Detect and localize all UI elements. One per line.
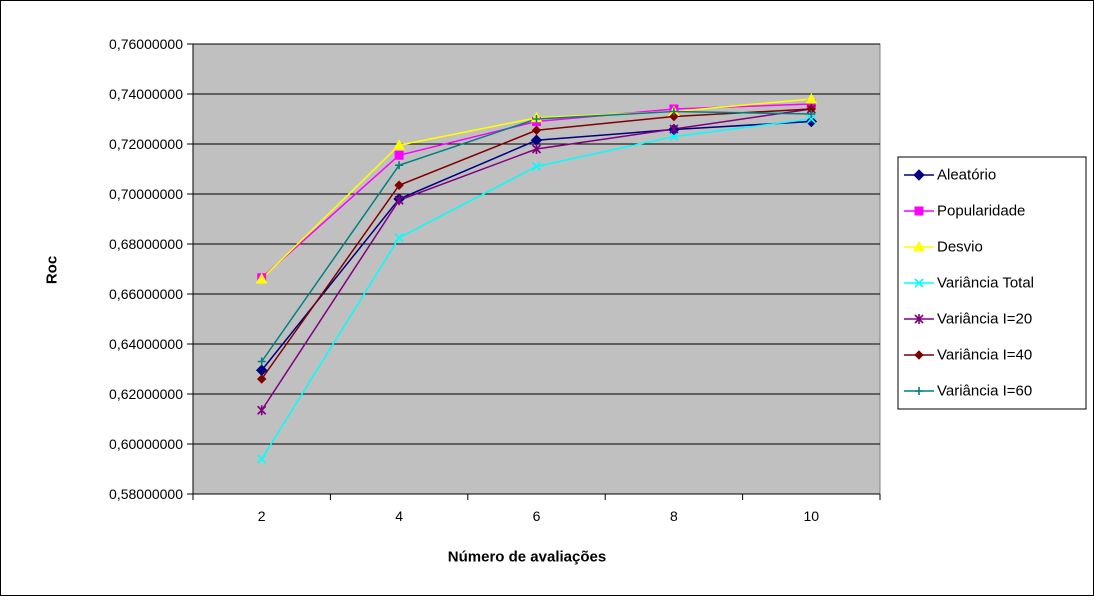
legend-swatch-marker	[913, 240, 925, 252]
y-axis-tick-labels: 0,58000000 0,60000000 0,62000000 0,64000000…	[109, 36, 183, 502]
legend-item-label: Variância I=60	[937, 383, 1032, 400]
legend-item-label: Variância I=40	[937, 347, 1032, 364]
axes	[192, 44, 881, 500]
data-point-marker	[531, 161, 542, 172]
x-tick-label: 10	[804, 508, 820, 524]
data-point-marker	[257, 405, 267, 416]
data-point-marker	[395, 161, 404, 170]
data-point-marker	[255, 272, 268, 284]
x-axis-tick-labels: 2 4 6 8 10	[258, 508, 819, 524]
series-markers	[255, 92, 818, 464]
y-tick-label: 0,76000000	[109, 36, 183, 52]
data-point-marker	[394, 195, 404, 206]
x-axis-title: Número de avaliações	[448, 549, 606, 566]
y-tick-label: 0,72000000	[109, 136, 183, 152]
data-point-marker	[669, 124, 679, 134]
legend-item-label: Popularidade	[937, 203, 1025, 220]
data-point-marker	[256, 374, 267, 384]
data-point-marker	[805, 92, 818, 104]
data-point-marker	[805, 115, 818, 128]
data-point-marker	[531, 125, 542, 135]
y-axis-title: Roc	[44, 256, 61, 284]
data-point-marker	[394, 150, 404, 160]
x-tick-label: 8	[670, 508, 678, 524]
y-tick-label: 0,74000000	[109, 86, 183, 102]
data-point-marker	[531, 144, 542, 154]
y-tick-label: 0,58000000	[109, 486, 183, 502]
data-point-marker	[807, 110, 816, 118]
legend-swatch-marker	[914, 350, 924, 360]
legend-swatch-marker	[915, 387, 923, 395]
y-tick-label: 0,60000000	[109, 436, 183, 452]
data-point-marker	[669, 107, 678, 116]
data-point-marker	[257, 357, 266, 366]
y-tick-label: 0,66000000	[109, 286, 183, 302]
data-point-marker	[669, 131, 679, 142]
y-tick-label: 0,70000000	[109, 186, 183, 202]
legend-swatch-marker	[913, 169, 925, 181]
y-tick-label: 0,62000000	[109, 386, 183, 402]
legend-swatch-marker	[914, 278, 924, 288]
legend-item-label: Variância Total	[937, 275, 1034, 292]
data-point-marker	[532, 115, 541, 123]
y-tick-label: 0,68000000	[109, 236, 183, 252]
legend-swatch-marker	[914, 314, 924, 324]
data-point-marker	[394, 233, 404, 243]
x-tick-label: 6	[533, 508, 541, 524]
data-point-marker	[393, 139, 405, 150]
x-tick-label: 4	[395, 508, 403, 524]
legend-swatch-marker	[914, 206, 924, 216]
legend-item-label: Desvio	[937, 239, 983, 256]
data-point-marker	[394, 180, 404, 190]
x-tick-label: 2	[258, 508, 266, 524]
data-point-marker	[669, 111, 679, 122]
legend-item-label: Variância I=20	[937, 311, 1032, 328]
data-point-marker	[806, 114, 816, 124]
legend-item-label: Aleatório	[937, 167, 996, 184]
data-point-marker	[257, 454, 267, 464]
y-tick-label: 0,64000000	[109, 336, 183, 352]
legend: Aleatório Popularidade Desvio Variância Tot…	[897, 156, 1087, 410]
